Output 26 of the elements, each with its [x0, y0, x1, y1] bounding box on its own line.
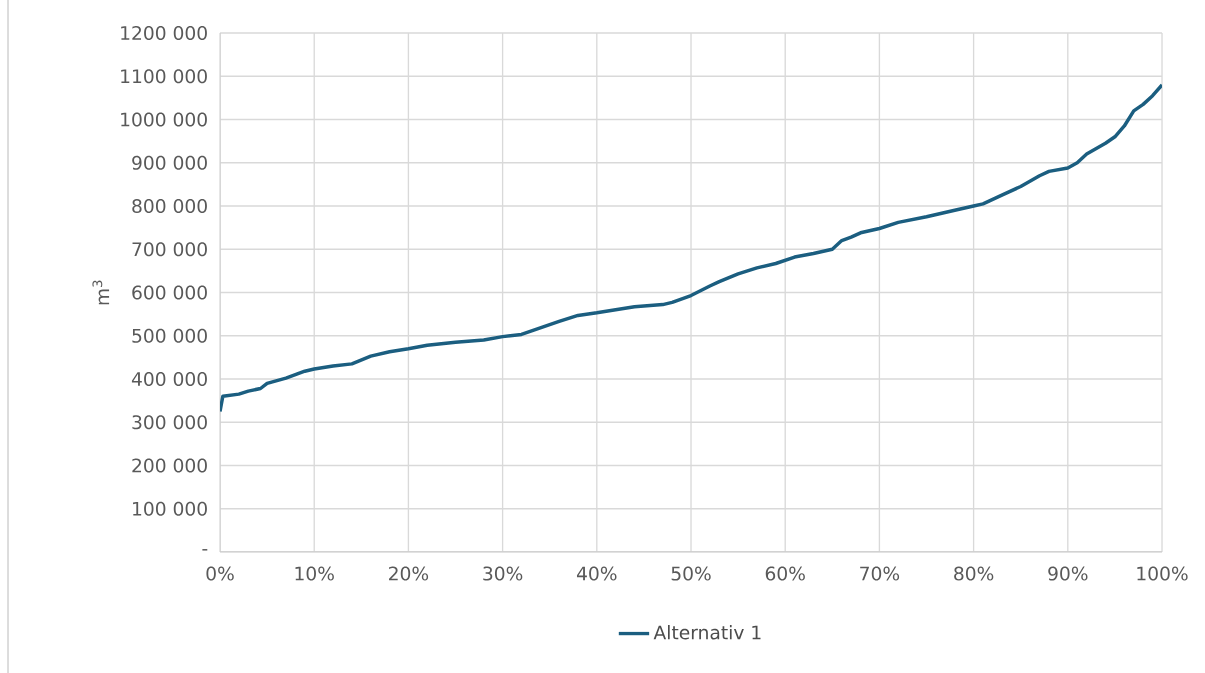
y-tick-label: 300 000: [132, 415, 207, 430]
y-tick-label: 700 000: [132, 242, 207, 257]
legend-label: Alternativ 1: [653, 625, 761, 640]
y-tick-label: 400 000: [131, 371, 207, 387]
y-tick-label: 200 000: [132, 458, 207, 473]
y-tick-label: 1000 000: [121, 112, 207, 127]
x-tick-label: 60%: [765, 566, 805, 581]
y-axis-title: m$^{3}$: [92, 280, 110, 305]
y-tick-label: 900 000: [132, 155, 207, 170]
x-tick-label: 70%: [860, 566, 900, 581]
y-tick-label: 1200 000: [121, 25, 207, 41]
x-tick-label: 50%: [671, 566, 711, 581]
x-tick-label: 100%: [1137, 566, 1188, 581]
y-tick-label: -: [202, 549, 208, 551]
x-tick-label: 0%: [206, 566, 234, 581]
x-tick-label: 10%: [295, 566, 334, 581]
y-tick-label: 100 000: [133, 501, 207, 516]
x-tick-label: 90%: [1048, 566, 1088, 581]
x-tick-label: 30%: [483, 566, 523, 581]
x-tick-label: 80%: [954, 566, 994, 581]
y-tick-label: 600 000: [132, 285, 207, 300]
y-tick-label: 1100 000: [121, 69, 207, 84]
x-tick-label: 40%: [576, 566, 617, 581]
y-tick-label: 800 000: [132, 198, 207, 214]
y-tick-label: 500 000: [132, 328, 207, 343]
x-tick-label: 20%: [389, 566, 429, 581]
